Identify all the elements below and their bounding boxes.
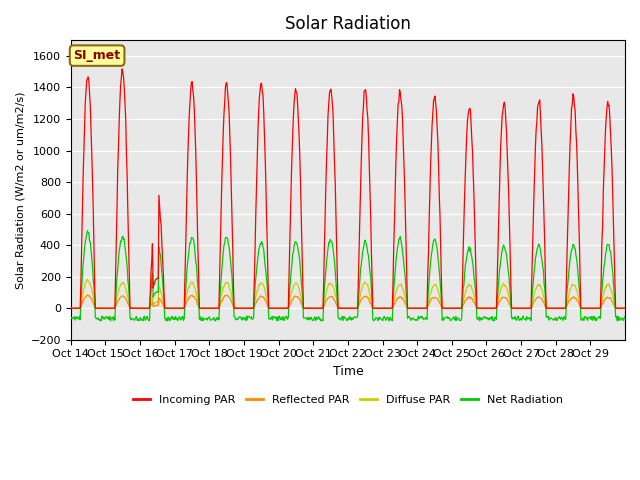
Y-axis label: Solar Radiation (W/m2 or um/m2/s): Solar Radiation (W/m2 or um/m2/s) [15,91,25,288]
Text: SI_met: SI_met [74,49,121,62]
Legend: Incoming PAR, Reflected PAR, Diffuse PAR, Net Radiation: Incoming PAR, Reflected PAR, Diffuse PAR… [129,390,567,409]
X-axis label: Time: Time [333,365,364,378]
Title: Solar Radiation: Solar Radiation [285,15,411,33]
